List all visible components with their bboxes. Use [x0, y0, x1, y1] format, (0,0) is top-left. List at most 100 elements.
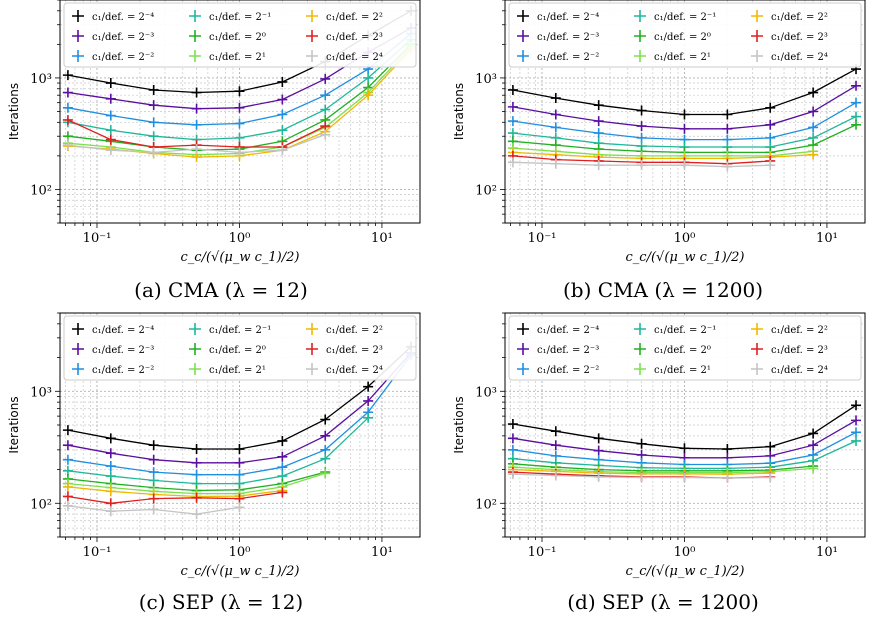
legend-label: c₁/def. = 2⁻¹: [654, 12, 716, 23]
panel-d: 10⁻¹ 10⁰ 10¹10²10³c_c/(√(μ_w c_1)/2)Iterat…: [452, 313, 865, 579]
data-point: [594, 433, 604, 443]
data-point: [106, 433, 116, 443]
legend-label: c₁/def. = 2⁻⁴: [92, 325, 154, 336]
caption-d: (d) SEP (λ = 1200): [442, 590, 884, 614]
data-point: [277, 452, 287, 462]
data-point: [63, 425, 73, 435]
data-point: [679, 109, 689, 119]
data-point: [106, 94, 116, 104]
data-point: [679, 443, 689, 453]
y-tick-label: 10³: [475, 385, 497, 400]
legend-label: c₁/def. = 2⁻³: [92, 345, 154, 356]
legend-label: c₁/def. = 2⁴: [771, 365, 828, 376]
legend-label: c₁/def. = 2⁻¹: [209, 12, 271, 23]
data-point: [277, 487, 287, 497]
data-point: [551, 440, 561, 450]
legend-label: c₁/def. = 2³: [326, 345, 383, 356]
data-point: [149, 117, 159, 127]
legend-label: c₁/def. = 2²: [771, 12, 828, 23]
data-point: [722, 109, 732, 119]
data-point: [508, 445, 518, 455]
x-axis-label: c_c/(√(μ_w c_1)/2): [626, 564, 745, 579]
legend-label: c₁/def. = 2²: [326, 12, 383, 23]
data-point: [851, 427, 861, 437]
data-point: [851, 120, 861, 130]
legend-label: c₁/def. = 2⁰: [209, 32, 266, 43]
data-point: [149, 440, 159, 450]
legend-label: c₁/def. = 2³: [771, 32, 828, 43]
data-point: [851, 81, 861, 91]
data-point: [508, 116, 518, 126]
data-point: [277, 436, 287, 446]
data-point: [808, 440, 818, 450]
data-point: [679, 124, 689, 134]
y-tick-label: 10²: [475, 497, 497, 512]
data-point: [149, 100, 159, 110]
data-point: [594, 100, 604, 110]
y-tick-label: 10³: [30, 72, 52, 87]
data-point: [106, 461, 116, 471]
data-point: [551, 93, 561, 103]
data-point: [192, 444, 202, 454]
data-point: [192, 509, 202, 519]
data-point: [63, 70, 73, 80]
legend: c₁/def. = 2⁻⁴ c₁/def. = 2⁻³ c₁/def. = 2⁻² c…: [509, 316, 861, 380]
legend-label: c₁/def. = 2²: [326, 325, 383, 336]
data-point: [63, 491, 73, 501]
data-point: [808, 463, 818, 473]
data-point: [106, 78, 116, 88]
data-point: [851, 400, 861, 410]
data-point: [277, 109, 287, 119]
data-point: [637, 106, 647, 116]
panel-c: 10⁻¹ 10⁰ 10¹10²10³c_c/(√(μ_w c_1)/2)Iterat…: [7, 313, 420, 579]
data-point: [320, 90, 330, 100]
legend-label: c₁/def. = 2¹: [654, 365, 711, 376]
data-point: [106, 506, 116, 516]
data-point: [63, 440, 73, 450]
legend-label: c₁/def. = 2⁻³: [92, 32, 154, 43]
legend-label: c₁/def. = 2⁻¹: [654, 325, 716, 336]
y-axis-label: Iterations: [7, 83, 21, 140]
data-point: [320, 74, 330, 84]
data-point: [722, 124, 732, 134]
x-axis-label: c_c/(√(μ_w c_1)/2): [181, 564, 300, 579]
data-point: [63, 140, 73, 150]
series-line: [513, 69, 856, 114]
caption-a: (a) CMA (λ = 12): [0, 278, 442, 302]
data-point: [765, 120, 775, 130]
caption-b: (b) CMA (λ = 1200): [442, 278, 884, 302]
legend-label: c₁/def. = 2⁻³: [537, 345, 599, 356]
data-point: [551, 122, 561, 132]
data-point: [234, 458, 244, 468]
data-point: [320, 105, 330, 115]
legend-label: c₁/def. = 2²: [771, 325, 828, 336]
data-point: [508, 157, 518, 167]
data-point: [765, 472, 775, 482]
data-point: [508, 419, 518, 429]
legend-label: c₁/def. = 2⁻²: [537, 365, 599, 376]
y-tick-label: 10²: [475, 183, 497, 198]
x-tick-label: 10⁰: [229, 231, 251, 246]
legend-label: c₁/def. = 2⁻⁴: [537, 325, 599, 336]
x-tick-label: 10⁻¹: [83, 231, 112, 246]
data-point: [234, 103, 244, 113]
data-point: [508, 102, 518, 112]
legend-label: c₁/def. = 2³: [771, 345, 828, 356]
data-point: [106, 111, 116, 121]
data-point: [765, 442, 775, 452]
data-point: [277, 462, 287, 472]
data-point: [149, 85, 159, 95]
data-point: [234, 86, 244, 96]
panel-b: 10⁻¹ 10⁰ 10¹ 10² 10³ c_c/(√(μ_w c_1)/2) Iterat…: [452, 0, 865, 265]
legend-label: c₁/def. = 2⁻³: [537, 32, 599, 43]
data-point: [851, 98, 861, 108]
data-point: [192, 458, 202, 468]
data-point: [277, 125, 287, 135]
legend-label: c₁/def. = 2⁻²: [537, 52, 599, 63]
legend-label: c₁/def. = 2⁴: [771, 52, 828, 63]
data-point: [277, 77, 287, 87]
data-point: [149, 131, 159, 141]
legend-label: c₁/def. = 2⁻⁴: [92, 12, 154, 23]
x-tick-label: 10⁰: [674, 231, 696, 246]
